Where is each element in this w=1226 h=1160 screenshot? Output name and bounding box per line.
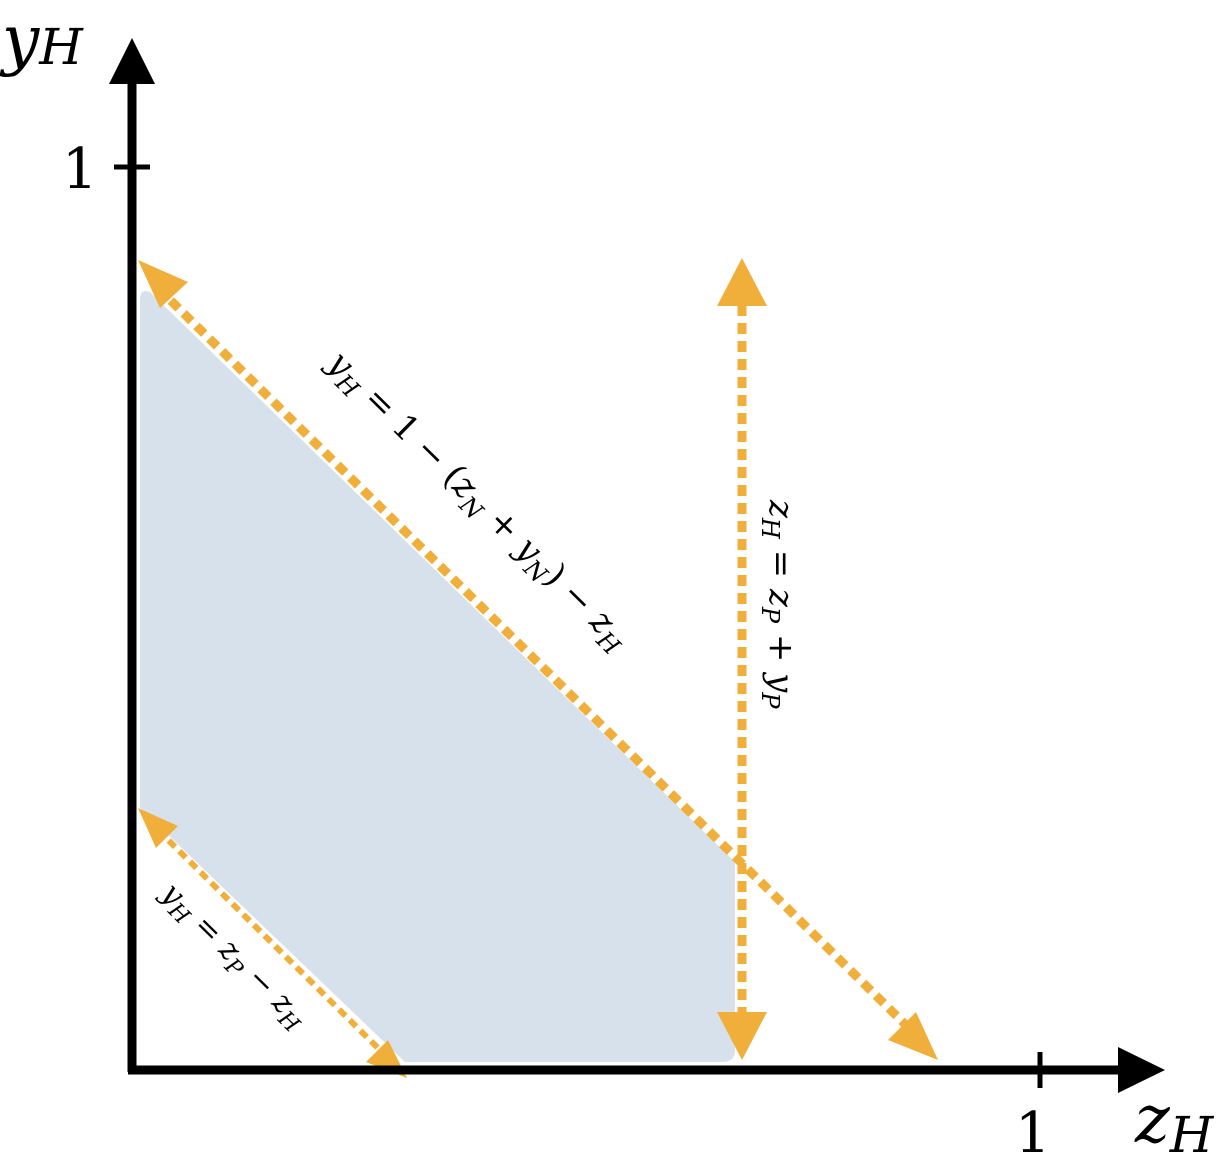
upper-arrowhead-end [888, 1012, 938, 1060]
y-axis-arrowhead [109, 38, 155, 84]
vertical-line-equation: zH = zP + yP [756, 499, 801, 709]
x-axis [128, 1047, 1165, 1093]
y-axis-tick-label: 1 [62, 137, 98, 202]
y-axis-label: yH [0, 1, 84, 78]
x-axis-tick-label: 1 [1015, 1101, 1051, 1160]
x-axis-arrowhead [1118, 1047, 1165, 1093]
feasible-region [140, 291, 735, 1062]
x-axis-label: zH [1134, 1081, 1215, 1160]
vertical-boundary-line [717, 258, 767, 1060]
upper-arrowhead-start [138, 260, 188, 308]
vertical-arrowhead-bottom [717, 1012, 767, 1060]
y-axis [109, 38, 155, 1072]
upper-boundary-line [138, 260, 938, 1060]
vertical-arrowhead-top [717, 258, 767, 306]
lower-arrowhead-start [138, 808, 178, 848]
